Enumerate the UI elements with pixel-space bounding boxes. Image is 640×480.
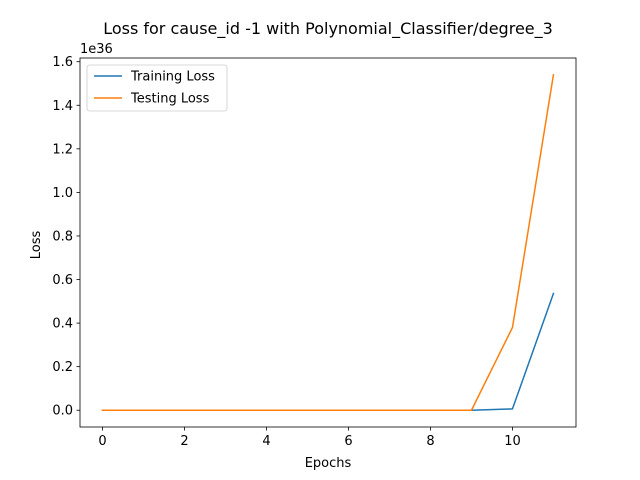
legend-label-testing-loss: Testing Loss (130, 92, 210, 107)
y-tick-label: 1.6 (52, 55, 73, 70)
x-tick-label: 10 (504, 434, 521, 449)
chart-title: Loss for cause_id -1 with Polynomial_Cla… (103, 19, 553, 39)
plot-area: 0 2 4 6 8 10 0.0 0.2 0.4 0.6 0.8 1.0 1.2 1.4 1.6 (52, 55, 577, 449)
y-tick-label: 0.0 (52, 404, 73, 419)
axes-frame (79, 57, 577, 428)
y-tick-label: 0.4 (52, 317, 73, 332)
y-tick-label: 0.2 (52, 360, 73, 375)
x-axis-label: Epochs (305, 456, 352, 471)
x-tick-label: 6 (344, 434, 352, 449)
y-tick-label: 0.6 (52, 273, 73, 288)
x-tick-label: 8 (426, 434, 434, 449)
y-axis-label: Loss (29, 231, 44, 260)
y-tick-label: 0.8 (52, 229, 73, 244)
x-tick-label: 0 (98, 434, 106, 449)
y-axis-offset-label: 1e36 (80, 42, 113, 57)
x-tick-label: 2 (180, 434, 188, 449)
y-tick-label: 1.2 (52, 142, 73, 157)
y-tick-label: 1.0 (52, 186, 73, 201)
x-tick-label: 4 (262, 434, 270, 449)
legend-label-training-loss: Training Loss (130, 70, 215, 85)
y-tick-label: 1.4 (52, 99, 73, 114)
legend: Training Loss Testing Loss (86, 64, 228, 112)
series-line-testing-loss (101, 73, 555, 411)
